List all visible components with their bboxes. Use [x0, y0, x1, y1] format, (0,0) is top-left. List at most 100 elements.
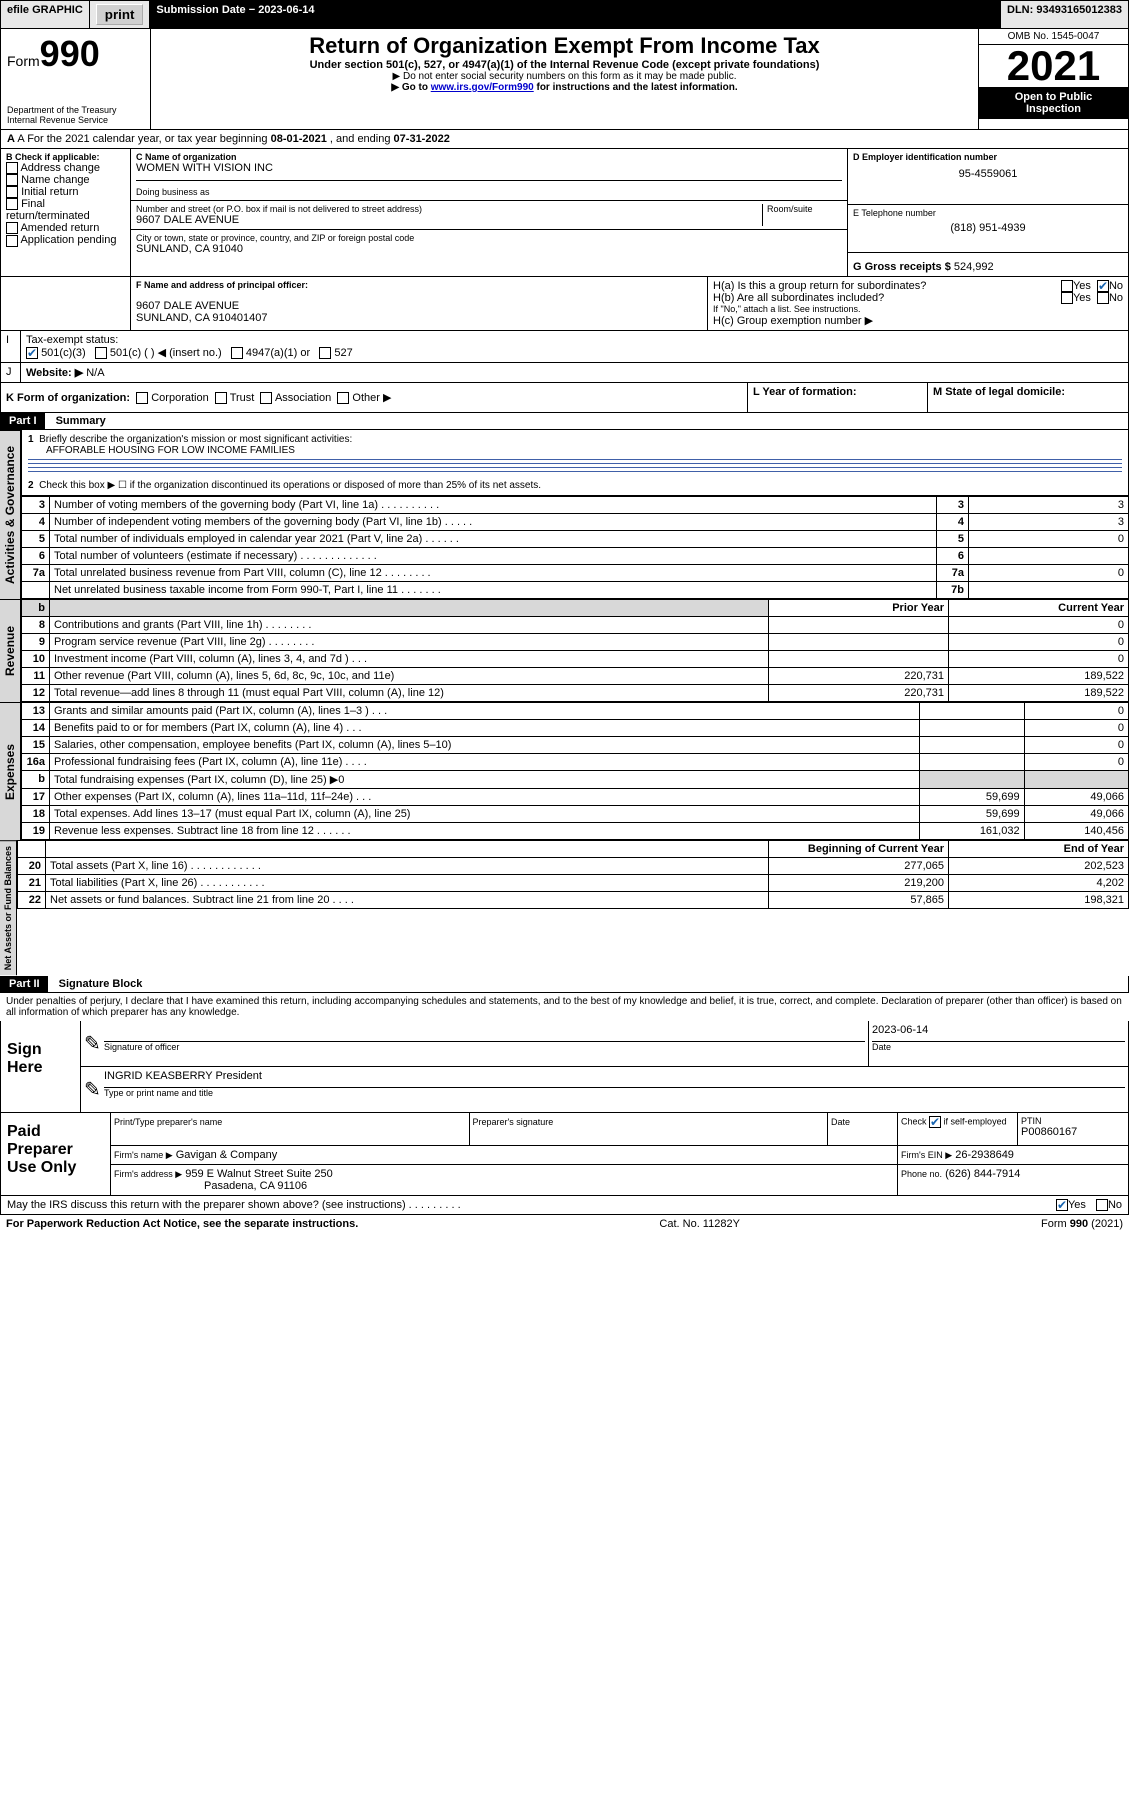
table-row: 9Program service revenue (Part VIII, lin… — [22, 634, 1129, 651]
entity-info-block: B Check if applicable: Address change Na… — [0, 149, 1129, 277]
table-row: 13Grants and similar amounts paid (Part … — [22, 703, 1129, 720]
ptin-value: P00860167 — [1021, 1126, 1125, 1138]
discuss-no[interactable]: No — [1096, 1199, 1122, 1211]
table-row: b Prior Year Current Year — [22, 600, 1129, 617]
netassets-table: Beginning of Current Year End of Year 20… — [17, 840, 1129, 909]
table-row: 15Salaries, other compensation, employee… — [22, 737, 1129, 754]
subtitle-1: Under section 501(c), 527, or 4947(a)(1)… — [155, 59, 974, 71]
firm-addr1: 959 E Walnut Street Suite 250 — [185, 1168, 333, 1180]
print-button[interactable]: print — [96, 4, 144, 25]
check-final-return[interactable]: Final return/terminated — [6, 198, 125, 222]
form-header: Form990 Department of the Treasury Inter… — [0, 29, 1129, 130]
name-title-label: Type or print name and title — [104, 1088, 1125, 1098]
k-l-m-row: K Form of organization: Corporation Trus… — [0, 383, 1129, 413]
check-amended-return[interactable]: Amended return — [6, 222, 125, 234]
check-initial-return[interactable]: Initial return — [6, 186, 125, 198]
officer-addr1: 9607 DALE AVENUE — [136, 300, 702, 312]
page-title: Return of Organization Exempt From Incom… — [155, 33, 974, 59]
table-row: 8Contributions and grants (Part VIII, li… — [22, 617, 1129, 634]
table-row: Beginning of Current Year End of Year — [18, 841, 1129, 858]
line2-text: Check this box ▶ ☐ if the organization d… — [39, 480, 541, 491]
table-row: bTotal fundraising expenses (Part IX, co… — [22, 771, 1129, 789]
sign-block: Sign Here ✎ Signature of officer 2023-06… — [0, 1021, 1129, 1113]
b-checkboxes: B Check if applicable: Address change Na… — [1, 149, 131, 276]
table-row: 18Total expenses. Add lines 13–17 (must … — [22, 806, 1129, 823]
revenue-table: b Prior Year Current Year 8Contributions… — [21, 599, 1129, 702]
c-name-label: C Name of organization — [136, 152, 842, 162]
table-row: 19Revenue less expenses. Subtract line 1… — [22, 823, 1129, 840]
l-year-label: L Year of formation: — [753, 386, 857, 398]
phone-value: (818) 951-4939 — [853, 222, 1123, 234]
check-self-employed[interactable] — [929, 1116, 941, 1128]
discuss-row: May the IRS discuss this return with the… — [0, 1196, 1129, 1215]
top-toolbar: efile GRAPHIC print Submission Date − 20… — [0, 0, 1129, 29]
table-row: 16aProfessional fundraising fees (Part I… — [22, 754, 1129, 771]
table-row: 10Investment income (Part VIII, column (… — [22, 651, 1129, 668]
table-row: 21Total liabilities (Part X, line 26) . … — [18, 875, 1129, 892]
governance-section: Activities & Governance 1 Briefly descri… — [0, 430, 1129, 599]
hb-label: H(b) Are all subordinates included? — [713, 292, 1061, 304]
pen-icon: ✎ — [81, 1021, 101, 1066]
footer-right: Form 990 (2021) — [1041, 1218, 1123, 1230]
check-application-pending[interactable]: Application pending — [6, 234, 125, 246]
hb-yes[interactable]: Yes — [1061, 292, 1091, 304]
footer-left: For Paperwork Reduction Act Notice, see … — [6, 1218, 358, 1230]
tab-governance: Activities & Governance — [0, 430, 21, 599]
opt-assoc[interactable]: Association — [260, 392, 331, 404]
opt-corp[interactable]: Corporation — [136, 392, 209, 404]
city-label: City or town, state or province, country… — [136, 233, 842, 243]
table-row: Net unrelated business taxable income fr… — [22, 582, 1129, 599]
tax-year: 2021 — [979, 45, 1128, 87]
ein-value: 95-4559061 — [853, 168, 1123, 180]
opt-501c3[interactable]: 501(c)(3) — [26, 347, 86, 359]
website-value: N/A — [86, 367, 104, 379]
irs-link[interactable]: www.irs.gov/Form990 — [431, 82, 534, 93]
opt-trust[interactable]: Trust — [215, 392, 255, 404]
table-row: 3 Number of voting members of the govern… — [22, 497, 1129, 514]
line-a: A A For the 2021 calendar year, or tax y… — [0, 130, 1129, 149]
table-row: 11Other revenue (Part VIII, column (A), … — [22, 668, 1129, 685]
irs-label: Internal Revenue Service — [7, 115, 144, 125]
hb-no[interactable]: No — [1097, 292, 1123, 304]
gross-receipts: 524,992 — [954, 261, 994, 273]
i-tax-status: I Tax-exempt status: 501(c)(3) 501(c) ( … — [0, 331, 1129, 363]
table-row: 6 Total number of volunteers (estimate i… — [22, 548, 1129, 565]
sign-date: 2023-06-14 — [872, 1024, 1125, 1042]
opt-527[interactable]: 527 — [319, 347, 352, 359]
table-row: 7a Total unrelated business revenue from… — [22, 565, 1129, 582]
submission-date: Submission Date − 2023-06-14 — [150, 1, 1001, 28]
check-address-change[interactable]: Address change — [6, 162, 125, 174]
officer-name: INGRID KEASBERRY President — [104, 1070, 1125, 1088]
footer-mid: Cat. No. 11282Y — [659, 1218, 740, 1230]
ha-label: H(a) Is this a group return for subordin… — [713, 280, 1061, 292]
efile-label: efile GRAPHIC — [1, 1, 90, 28]
expenses-table: 13Grants and similar amounts paid (Part … — [21, 702, 1129, 840]
officer-addr2: SUNLAND, CA 910401407 — [136, 312, 702, 324]
g-gross-label: G Gross receipts $ — [853, 261, 951, 273]
ha-yes[interactable]: Yes — [1061, 280, 1091, 292]
opt-501c[interactable]: 501(c) ( ) ◀ (insert no.) — [95, 347, 222, 359]
tab-revenue: Revenue — [0, 599, 21, 702]
table-row: 5 Total number of individuals employed i… — [22, 531, 1129, 548]
subtitle-2: ▶ Do not enter social security numbers o… — [155, 71, 974, 82]
firm-name: Gavigan & Company — [176, 1149, 278, 1161]
hb-note: If "No," attach a list. See instructions… — [713, 304, 1123, 314]
check-name-change[interactable]: Name change — [6, 174, 125, 186]
discuss-yes[interactable]: Yes — [1056, 1199, 1086, 1211]
subtitle-3: ▶ Go to www.irs.gov/Form990 for instruct… — [155, 82, 974, 93]
part1-header: Part I Summary — [0, 413, 1129, 430]
opt-other[interactable]: Other ▶ — [337, 392, 391, 404]
governance-table: 3 Number of voting members of the govern… — [21, 496, 1129, 599]
room-label: Room/suite — [767, 204, 842, 214]
tab-netassets: Net Assets or Fund Balances — [0, 840, 17, 975]
table-row: 14Benefits paid to or for members (Part … — [22, 720, 1129, 737]
ha-no[interactable]: No — [1097, 280, 1123, 292]
j-website: J Website: ▶ N/A — [0, 363, 1129, 383]
sign-here-label: Sign Here — [1, 1021, 81, 1112]
penalties-text: Under penalties of perjury, I declare th… — [0, 993, 1129, 1021]
opt-4947[interactable]: 4947(a)(1) or — [231, 347, 310, 359]
revenue-section: Revenue b Prior Year Current Year 8Contr… — [0, 599, 1129, 702]
firm-phone: (626) 844-7914 — [945, 1168, 1020, 1180]
dba-label: Doing business as — [136, 187, 842, 197]
paid-preparer-label: Paid Preparer Use Only — [1, 1113, 111, 1195]
